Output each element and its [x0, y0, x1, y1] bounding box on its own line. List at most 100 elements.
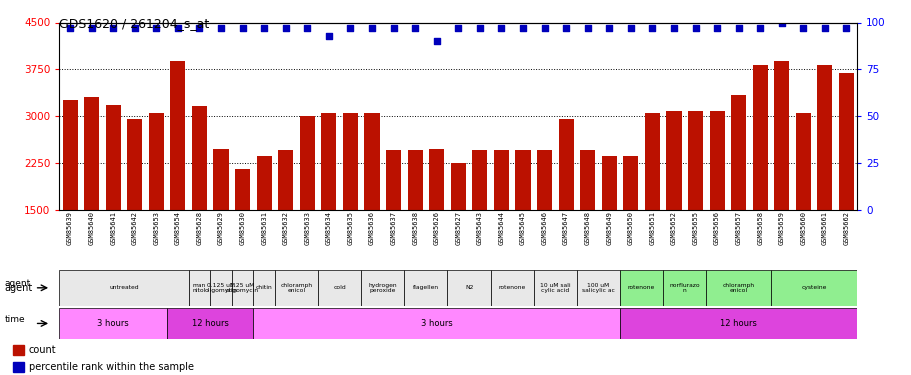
Bar: [210, 270, 231, 306]
Bar: [666, 111, 681, 304]
Point: [472, 25, 486, 31]
Bar: [619, 270, 662, 306]
Point: [644, 25, 659, 31]
Bar: [450, 162, 466, 304]
Text: 10 uM sali
cylic acid: 10 uM sali cylic acid: [539, 283, 570, 293]
Text: GSM85642: GSM85642: [131, 211, 138, 245]
Text: GSM85655: GSM85655: [691, 211, 698, 245]
Text: GSM85637: GSM85637: [390, 211, 396, 245]
Bar: [558, 119, 573, 304]
Bar: [579, 150, 595, 304]
Text: time: time: [5, 315, 26, 324]
Point: [235, 25, 250, 31]
Point: [343, 25, 357, 31]
Bar: [321, 112, 336, 304]
Point: [817, 25, 832, 31]
Bar: [577, 270, 619, 306]
Bar: [235, 169, 250, 304]
Text: flagellen: flagellen: [413, 285, 438, 290]
Bar: [622, 156, 638, 304]
Text: untreated: untreated: [109, 285, 138, 290]
Point: [257, 25, 271, 31]
Text: GSM85630: GSM85630: [240, 211, 245, 245]
Bar: [601, 156, 616, 304]
Text: GSM85631: GSM85631: [261, 211, 267, 245]
Text: 3 hours: 3 hours: [97, 319, 129, 328]
Bar: [407, 150, 422, 304]
Text: GSM85651: GSM85651: [649, 211, 655, 245]
Bar: [253, 270, 274, 306]
Bar: [770, 270, 856, 306]
Point: [386, 25, 401, 31]
Text: GSM85628: GSM85628: [196, 211, 202, 245]
Bar: [59, 270, 189, 306]
Point: [429, 38, 444, 44]
Text: GSM85658: GSM85658: [756, 211, 763, 245]
Point: [192, 25, 207, 31]
Bar: [816, 65, 832, 304]
Point: [84, 25, 98, 31]
Text: chloramph
enicol: chloramph enicol: [281, 283, 312, 293]
Text: count: count: [29, 345, 56, 355]
Bar: [515, 150, 530, 304]
Text: chitin: chitin: [255, 285, 272, 290]
Bar: [191, 106, 207, 304]
Point: [407, 25, 422, 31]
Bar: [213, 149, 229, 304]
Bar: [361, 270, 404, 306]
Bar: [278, 150, 293, 304]
Bar: [167, 308, 253, 339]
Bar: [127, 119, 142, 304]
Bar: [705, 270, 770, 306]
Text: percentile rank within the sample: percentile rank within the sample: [29, 362, 194, 372]
Bar: [59, 308, 167, 339]
Bar: [63, 100, 77, 304]
Point: [450, 25, 465, 31]
Text: GSM85660: GSM85660: [800, 211, 805, 245]
Text: GSM85639: GSM85639: [67, 211, 73, 245]
Text: N2: N2: [465, 285, 473, 290]
Text: GSM85633: GSM85633: [304, 211, 310, 245]
Text: GSM85652: GSM85652: [670, 211, 676, 245]
Text: GSM85629: GSM85629: [218, 211, 224, 245]
Text: 3 hours: 3 hours: [420, 319, 452, 328]
Bar: [709, 111, 724, 304]
Point: [170, 25, 185, 31]
Bar: [472, 150, 486, 304]
Point: [795, 25, 810, 31]
Bar: [256, 156, 271, 304]
Text: GSM85662: GSM85662: [843, 211, 848, 245]
Text: cold: cold: [333, 285, 345, 290]
Text: norflurazo
n: norflurazo n: [669, 283, 700, 293]
Bar: [14, 345, 24, 354]
Bar: [773, 61, 789, 304]
Text: GSM85653: GSM85653: [153, 211, 159, 245]
Point: [515, 25, 529, 31]
Bar: [644, 112, 660, 304]
Point: [322, 33, 336, 39]
Bar: [106, 105, 120, 304]
Text: agent: agent: [5, 283, 33, 293]
Bar: [429, 149, 444, 304]
Point: [148, 25, 163, 31]
Text: GSM85632: GSM85632: [282, 211, 289, 245]
Bar: [838, 72, 853, 304]
Point: [300, 25, 314, 31]
Point: [688, 25, 702, 31]
Point: [213, 25, 228, 31]
Text: 1.25 uM
oligomycin: 1.25 uM oligomycin: [226, 283, 259, 293]
Bar: [447, 270, 490, 306]
Point: [106, 25, 120, 31]
Text: 100 uM
salicylic ac: 100 uM salicylic ac: [581, 283, 614, 293]
Text: GSM85647: GSM85647: [562, 211, 568, 245]
Text: chloramph
enicol: chloramph enicol: [722, 283, 754, 293]
Text: GSM85640: GSM85640: [88, 211, 95, 245]
Point: [601, 25, 616, 31]
Point: [666, 25, 681, 31]
Text: GSM85643: GSM85643: [476, 211, 482, 245]
Bar: [170, 61, 185, 304]
Text: GSM85626: GSM85626: [434, 211, 439, 245]
Text: GSM85638: GSM85638: [412, 211, 417, 245]
Bar: [752, 65, 767, 304]
Point: [128, 25, 142, 31]
